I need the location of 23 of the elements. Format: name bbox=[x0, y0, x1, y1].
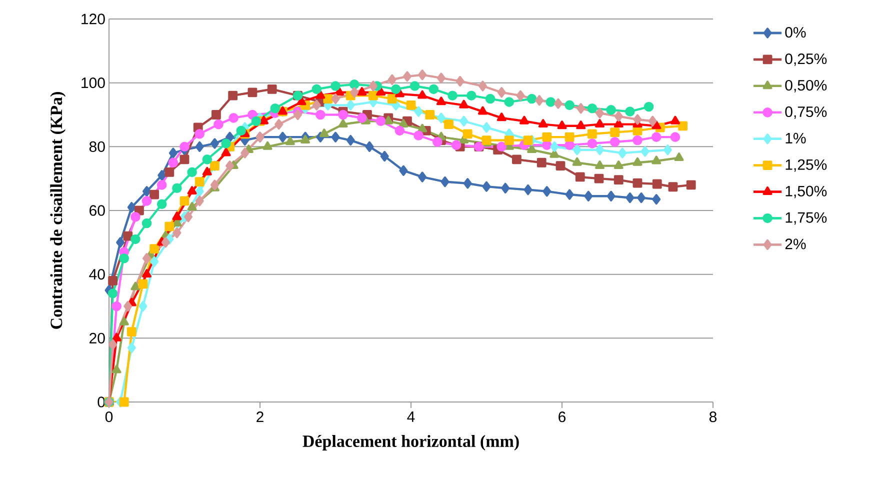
legend-label: 0,50% bbox=[785, 80, 827, 92]
legend-label: 0,25% bbox=[785, 53, 827, 66]
x-tick-label: 8 bbox=[709, 412, 717, 422]
x-tick-label: 0 bbox=[105, 412, 113, 422]
y-tick-label: 120 bbox=[82, 14, 105, 24]
legend-label: 1,75% bbox=[786, 212, 827, 225]
y-tick-label: 60 bbox=[90, 205, 105, 216]
y-axis-title: Contrainte de cisaillement (KPa) bbox=[50, 92, 66, 329]
legend-label: 1,25% bbox=[786, 159, 827, 172]
legend-label: 2% bbox=[785, 238, 806, 250]
x-tick-label: 6 bbox=[558, 412, 566, 422]
legend-label: 1% bbox=[786, 132, 806, 144]
y-tick-label: 40 bbox=[89, 269, 105, 280]
x-axis-title: Déplacement horizontal (mm) bbox=[302, 435, 519, 450]
y-tick-label: 80 bbox=[89, 141, 105, 152]
y-tick-label: 100 bbox=[82, 78, 105, 88]
x-tick-label: 4 bbox=[407, 412, 415, 422]
x-tick-label: 2 bbox=[256, 412, 264, 422]
legend-label: 0% bbox=[785, 27, 806, 38]
legend-label: 1,50% bbox=[786, 186, 827, 198]
legend-label: 0,75% bbox=[785, 106, 827, 119]
y-tick-label: 20 bbox=[90, 332, 105, 344]
y-tick-label: 0 bbox=[98, 396, 105, 408]
